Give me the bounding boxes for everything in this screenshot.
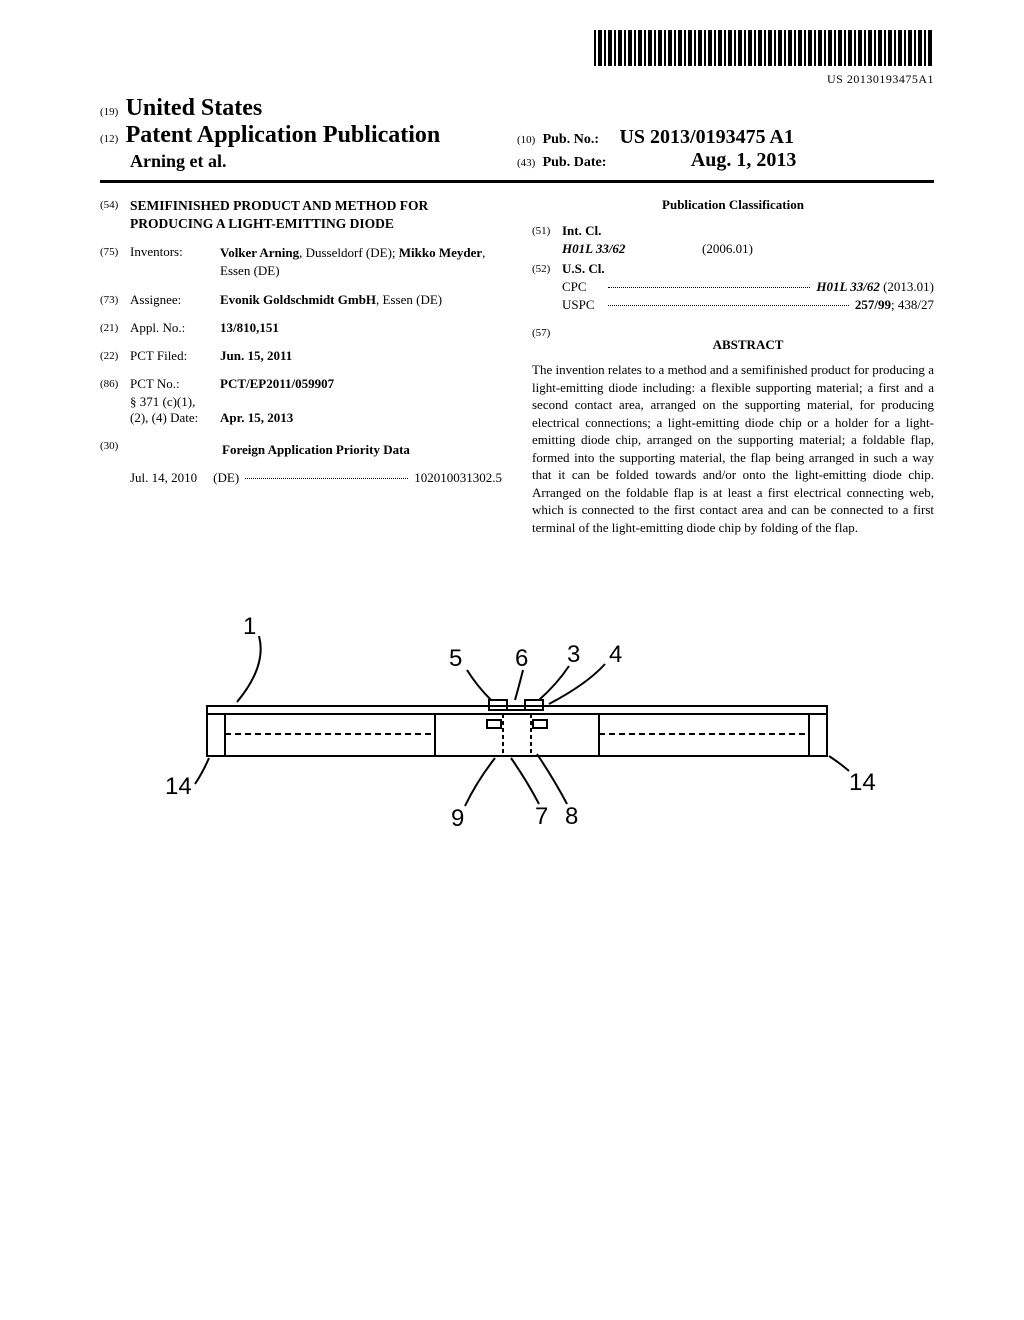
- field-pct-filed: (22) PCT Filed: Jun. 15, 2011: [100, 348, 502, 364]
- s371-date-label: (2), (4) Date:: [130, 410, 220, 426]
- fig-label-3: 3: [567, 641, 580, 668]
- classification-heading: Publication Classification: [532, 197, 934, 213]
- code-19: (19): [100, 106, 118, 118]
- assignee-name: Evonik Goldschmidt GmbH: [220, 292, 376, 307]
- abstract-heading: ABSTRACT: [562, 337, 934, 353]
- intcl-row: (51) Int. Cl.: [532, 223, 934, 239]
- left-column: (54) SEMIFINISHED PRODUCT AND METHOD FOR…: [100, 197, 502, 536]
- dots-leader: [245, 470, 408, 479]
- cpc-entry: CPC H01L 33/62 (2013.01): [562, 279, 934, 295]
- inventors-label: Inventors:: [130, 244, 220, 260]
- biblio-columns: (54) SEMIFINISHED PRODUCT AND METHOD FOR…: [100, 197, 934, 536]
- right-column: Publication Classification (51) Int. Cl.…: [532, 197, 934, 536]
- uscl-label: U.S. Cl.: [562, 261, 605, 277]
- code-51: (51): [532, 223, 562, 237]
- pct-filed-label: PCT Filed:: [130, 348, 220, 364]
- priority-heading: Foreign Application Priority Data: [130, 442, 502, 458]
- cpc-value: H01L 33/62 (2013.01): [816, 279, 934, 295]
- cpc-label: CPC: [562, 279, 602, 295]
- fig-label-4: 4: [609, 641, 622, 668]
- dots-leader: [608, 279, 810, 288]
- fig-label-7: 7: [535, 803, 548, 830]
- barcode-text: US 20130193475A1: [100, 72, 934, 87]
- code-21: (21): [100, 320, 130, 334]
- pct-no-value: PCT/EP2011/059907: [220, 376, 502, 392]
- barcode-section: US 20130193475A1: [100, 30, 934, 87]
- pub-date-value: Aug. 1, 2013: [691, 149, 797, 171]
- uspc-entry: USPC 257/99; 438/27: [562, 297, 934, 313]
- field-priority-heading: (30) Foreign Application Priority Data: [100, 438, 502, 466]
- dots-leader: [608, 297, 849, 306]
- intcl-code: H01L 33/62: [562, 241, 662, 257]
- abstract-row: (57) ABSTRACT: [532, 325, 934, 359]
- uscl-row: (52) U.S. Cl.: [532, 261, 934, 277]
- field-assignee: (73) Assignee: Evonik Goldschmidt GmbH, …: [100, 292, 502, 308]
- code-75: (75): [100, 244, 130, 258]
- uspc-value: 257/99; 438/27: [855, 297, 934, 313]
- pct-no-label: PCT No.:: [130, 376, 220, 392]
- intcl-entry: H01L 33/62 (2006.01): [562, 241, 934, 257]
- field-inventors: (75) Inventors: Volker Arning, Dusseldor…: [100, 244, 502, 280]
- priority-date: Jul. 14, 2010: [130, 470, 197, 486]
- pct-filed-value: Jun. 15, 2011: [220, 348, 502, 364]
- invention-title: SEMIFINISHED PRODUCT AND METHOD FOR PROD…: [130, 197, 502, 232]
- inventor1-loc: , Dusseldorf (DE);: [299, 245, 399, 260]
- intcl-year: (2006.01): [702, 241, 753, 257]
- header-row-2: (12) Patent Application Publication Arni…: [100, 122, 934, 172]
- divider: [100, 180, 934, 183]
- assignee-label: Assignee:: [130, 292, 220, 308]
- fig-label-5: 5: [449, 645, 462, 672]
- applno-label: Appl. No.:: [130, 320, 220, 336]
- uspc-label: USPC: [562, 297, 602, 313]
- header-row-1: (19) United States: [100, 95, 934, 122]
- authors-line: Arning et al.: [130, 151, 517, 172]
- field-pct-no: (86) PCT No.: PCT/EP2011/059907: [100, 376, 502, 392]
- code-30: (30): [100, 438, 130, 452]
- figure-area: 1 5 6 3 4 14 14 9 7 8: [100, 606, 934, 836]
- code-57: (57): [532, 325, 562, 339]
- country: United States: [126, 95, 263, 121]
- code-54: (54): [100, 197, 130, 211]
- code-52: (52): [532, 261, 562, 275]
- fig-label-1: 1: [243, 613, 256, 640]
- inventors-value: Volker Arning, Dusseldorf (DE); Mikko Me…: [220, 244, 502, 280]
- code-43: (43): [517, 157, 535, 169]
- priority-row: Jul. 14, 2010 (DE) 102010031302.5: [130, 470, 502, 486]
- field-applno: (21) Appl. No.: 13/810,151: [100, 320, 502, 336]
- field-s371-2: (2), (4) Date: Apr. 15, 2013: [100, 410, 502, 426]
- intcl-label: Int. Cl.: [562, 223, 601, 239]
- patent-figure: 1 5 6 3 4 14 14 9 7 8: [147, 606, 887, 836]
- pub-no-label: Pub. No.:: [543, 132, 599, 147]
- fig-label-6: 6: [515, 645, 528, 672]
- field-s371-1: § 371 (c)(1),: [100, 394, 502, 410]
- s371-date-value: Apr. 15, 2013: [220, 410, 502, 426]
- abstract-text: The invention relates to a method and a …: [532, 361, 934, 536]
- code-22: (22): [100, 348, 130, 362]
- pub-no-value: US 2013/0193475 A1: [619, 126, 793, 148]
- fig-label-14r: 14: [849, 769, 876, 796]
- code-73: (73): [100, 292, 130, 306]
- inventor1-name: Volker Arning: [220, 245, 299, 260]
- inventor2-name: Mikko Meyder: [399, 245, 482, 260]
- field-title: (54) SEMIFINISHED PRODUCT AND METHOD FOR…: [100, 197, 502, 232]
- fig-label-9: 9: [451, 805, 464, 832]
- priority-number: 102010031302.5: [414, 470, 502, 486]
- s371-label: § 371 (c)(1),: [130, 394, 502, 410]
- assignee-loc: , Essen (DE): [376, 292, 442, 307]
- applno-value: 13/810,151: [220, 320, 502, 336]
- code-10: (10): [517, 134, 535, 146]
- code-12: (12): [100, 133, 118, 145]
- priority-country: (DE): [213, 470, 239, 486]
- publication-type: Patent Application Publication: [126, 122, 441, 148]
- fig-label-14l: 14: [165, 773, 192, 800]
- barcode-graphic: [594, 30, 934, 66]
- pub-date-label: Pub. Date:: [543, 155, 607, 170]
- fig-label-8: 8: [565, 803, 578, 830]
- code-86: (86): [100, 376, 130, 390]
- assignee-value: Evonik Goldschmidt GmbH, Essen (DE): [220, 292, 502, 308]
